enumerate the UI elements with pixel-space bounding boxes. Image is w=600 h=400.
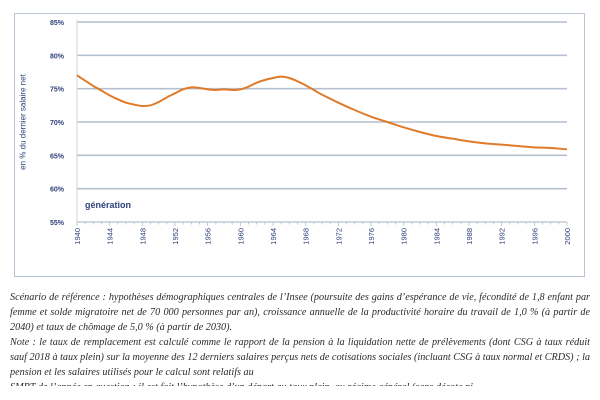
x-axis: [76, 20, 568, 226]
x-axis-title: génération: [85, 200, 131, 210]
x-tick-label: 1940: [73, 228, 82, 245]
x-tick-label: 1956: [204, 228, 213, 245]
x-tick-label: 1960: [236, 228, 245, 245]
gridlines: [77, 21, 567, 190]
figure-caption: Scénario de référence : hypothèses démog…: [10, 290, 590, 386]
chart-frame: [14, 13, 585, 277]
y-tick-label: 85%: [50, 20, 65, 27]
y-tick-label: 60%: [50, 187, 65, 194]
scenario-text: Scénario de référence : hypothèses démog…: [10, 292, 590, 333]
x-tick-label: 1980: [400, 228, 409, 245]
y-tick-label: 70%: [50, 120, 65, 127]
x-tick-label: 1952: [171, 228, 180, 245]
y-tick-label: 55%: [50, 220, 65, 227]
x-tick-label: 1948: [138, 228, 147, 245]
x-tick-label: 2000: [563, 228, 572, 245]
x-tick-label: 1996: [530, 228, 539, 245]
series: [76, 74, 568, 151]
note-text-cut: SMPT de l’année en question ; il est fai…: [10, 380, 590, 386]
x-tick-label: 1988: [465, 228, 474, 245]
x-tick-label: 1972: [334, 228, 343, 245]
y-tick-labels: 55% 60% 65% 70% 75% 80% 85%: [50, 20, 65, 227]
series-line: [76, 74, 568, 151]
x-tick-label: 1944: [106, 228, 115, 245]
note-text: Note : le taux de remplacement est calcu…: [10, 337, 590, 378]
line-chart: 55%60%65%70%75%80%85% 1940 1944 1948 1952 19…: [50, 20, 572, 245]
y-axis-title: en % du dernier salaire net: [18, 74, 28, 170]
x-tick-label: 1992: [498, 228, 507, 245]
x-tick-label: 1964: [269, 228, 278, 245]
y-tick-label: 65%: [50, 153, 65, 160]
x-tick-labels: 1940 1944 1948 1952 1956 1960 1964 1968 1972 1976…: [73, 228, 572, 245]
y-tick-label: 80%: [50, 53, 65, 60]
y-tick-label: 75%: [50, 87, 65, 94]
x-tick-label: 1968: [302, 228, 311, 245]
x-tick-label: 1976: [367, 228, 376, 245]
x-tick-label: 1984: [432, 228, 441, 245]
